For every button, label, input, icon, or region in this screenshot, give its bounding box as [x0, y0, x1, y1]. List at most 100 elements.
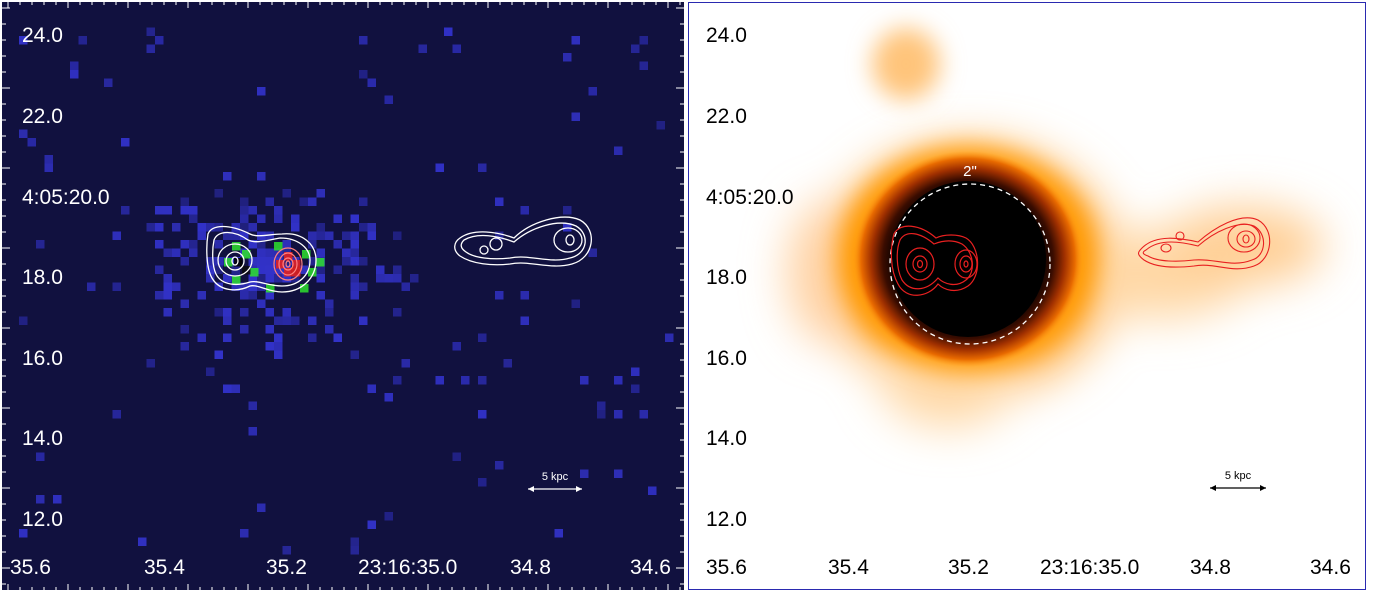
x-ray-pixel: [231, 231, 240, 240]
x-ray-pixel: [316, 291, 325, 300]
x-ray-pixel: [333, 240, 342, 249]
right-lobe-contours: [1137, 217, 1271, 270]
x-ray-pixel: [342, 231, 351, 240]
x-ray-pixel: [223, 316, 232, 325]
x-ray-pixel: [367, 384, 376, 393]
x-ray-pixel: [274, 316, 283, 325]
x-ray-pixel: [308, 333, 317, 342]
x-ray-pixel: [257, 299, 266, 308]
x-ray-pixel: [197, 223, 206, 232]
x-ray-pixel: [384, 512, 393, 521]
x-ray-pixel: [265, 274, 274, 283]
x-ray-pixel: [240, 223, 249, 232]
x-ray-pixel: [282, 546, 291, 555]
x-ray-pixel: [308, 240, 317, 249]
left-y-axis-labels: 24.0 22.0 4:05:20.0 18.0 16.0 14.0 12.0: [22, 24, 110, 531]
x-ray-pixel: [563, 223, 572, 232]
right-x-axis-labels: 35.6 35.4 35.2 23:16:35.0 34.8 34.6: [706, 556, 1351, 579]
x-ray-pixel: [231, 223, 240, 232]
right-x-label-354: 35.4: [828, 556, 869, 579]
x-ray-pixel: [291, 223, 300, 232]
x-ray-pixel: [155, 206, 164, 215]
x-ray-pixel: [350, 282, 359, 291]
x-ray-pixel: [435, 163, 444, 172]
x-ray-pixel: [350, 350, 359, 359]
x-ray-pixel: [240, 214, 249, 223]
right-core-contour-2: [896, 233, 973, 290]
x-ray-pixel: [155, 291, 164, 300]
right-core-contour-e3: [963, 260, 969, 268]
left-y-label-22: 22.0: [22, 105, 63, 128]
right-lobe-contour-outer: [1137, 217, 1271, 270]
x-ray-pixel: [70, 70, 79, 79]
right-core-contours: [890, 225, 979, 296]
right-scale-bar-arrow-right: [1260, 485, 1266, 491]
x-ray-pixel: [359, 36, 368, 45]
x-ray-pixel: [257, 172, 266, 181]
x-ray-pixel: [563, 206, 572, 215]
x-ray-pixel: [350, 240, 359, 249]
x-ray-pixel: [214, 257, 223, 266]
right-core-contour-w2: [912, 255, 928, 273]
x-ray-pixel: [274, 242, 283, 251]
x-ray-pixel: [146, 27, 155, 36]
x-ray-pixel: [224, 258, 233, 267]
x-ray-pixel: [163, 282, 172, 291]
x-ray-pixel: [588, 87, 597, 96]
x-ray-pixel: [291, 214, 300, 223]
x-ray-pixel: [648, 486, 657, 495]
x-ray-pixel: [359, 282, 368, 291]
x-ray-pixel: [155, 223, 164, 232]
x-ray-pixel: [240, 231, 249, 240]
right-scale-bar-arrow-left: [1210, 485, 1216, 491]
x-ray-pixel: [367, 78, 376, 87]
x-ray-pixel: [240, 325, 249, 334]
x-ray-pixel: [276, 260, 285, 269]
left-red-contours: [273, 247, 303, 281]
x-ray-pixel: [223, 333, 232, 342]
x-ray-pixel: [495, 197, 504, 206]
x-ray-pixel: [180, 206, 189, 215]
x-ray-pixel: [265, 257, 274, 266]
x-ray-pixel: [250, 268, 259, 277]
right-aperture-circle: [889, 183, 1051, 345]
x-ray-pixel: [308, 316, 317, 325]
x-ray-pixel: [299, 197, 308, 206]
x-ray-pixel: [265, 325, 274, 334]
x-ray-pixel: [571, 36, 580, 45]
left-red-contour-d: [285, 260, 291, 268]
right-core-contour-e2: [959, 255, 973, 273]
x-ray-pixel: [274, 265, 283, 274]
x-ray-pixel: [248, 257, 257, 266]
x-ray-pixel: [554, 529, 563, 538]
left-panel: 5 kpc 24.0 22.0 4:05:20.0 18.0 16.0 14.0…: [2, 2, 684, 590]
left-x-label-352: 35.2: [266, 556, 307, 579]
x-ray-pixel: [248, 206, 257, 215]
x-ray-pixel: [172, 248, 181, 257]
x-ray-pixel: [257, 274, 266, 283]
x-ray-pixel: [384, 393, 393, 402]
x-ray-pixel: [614, 376, 623, 385]
x-ray-pixel: [248, 291, 257, 300]
x-ray-pixel: [232, 276, 241, 285]
x-ray-pixel: [435, 376, 444, 385]
x-ray-pixel: [308, 268, 317, 277]
x-ray-pixel: [495, 291, 504, 300]
x-ray-pixel: [316, 231, 325, 240]
x-ray-pixel: [189, 206, 198, 215]
x-ray-pixel: [78, 36, 87, 45]
x-ray-pixel: [274, 342, 283, 351]
x-ray-pixel: [248, 282, 257, 291]
x-ray-pixel: [242, 266, 251, 275]
x-ray-pixel: [308, 231, 317, 240]
x-ray-pixel: [316, 274, 325, 283]
right-lobe-contour-2: [1142, 223, 1265, 264]
left-contour-2: [212, 231, 311, 287]
left-contour-lobe-knot-b: [479, 245, 489, 255]
x-ray-pixel: [265, 197, 274, 206]
x-ray-pixel: [580, 469, 589, 478]
x-ray-pixel: [367, 231, 376, 240]
left-contour-lobe-knot-a: [489, 237, 503, 251]
x-ray-pixel: [452, 342, 461, 351]
right-black-core: [890, 181, 1046, 337]
